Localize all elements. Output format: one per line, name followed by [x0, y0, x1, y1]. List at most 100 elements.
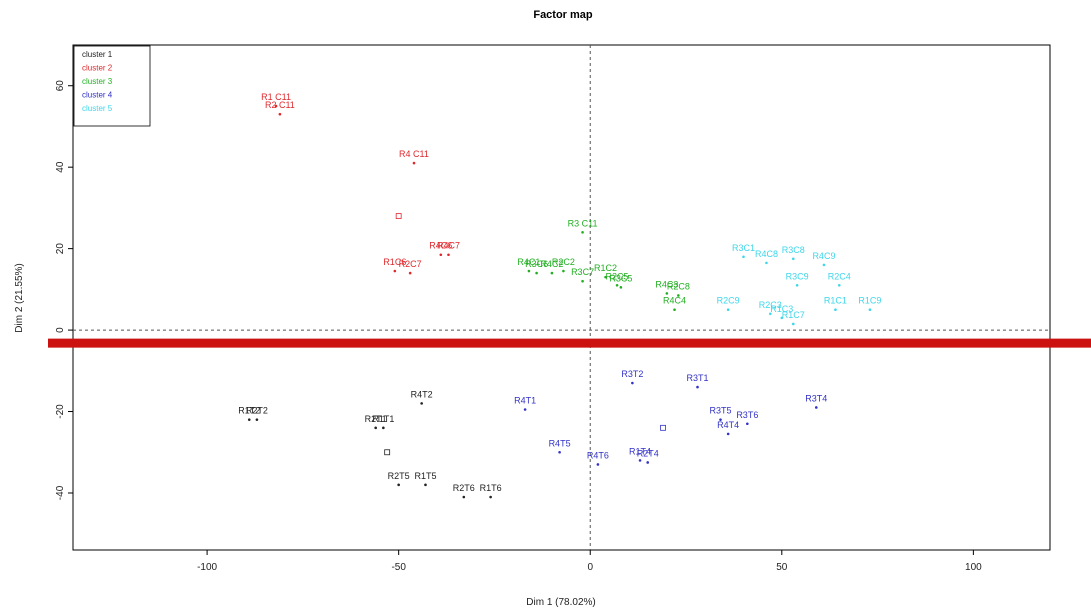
point-label-r2c5: R2C5: [606, 271, 629, 281]
point-label-r4t4: R4T4: [717, 420, 739, 430]
point-label-r1t1: R1T1: [372, 414, 394, 424]
point-r4c4: [673, 308, 676, 312]
point-r1c6: [393, 269, 397, 273]
point-r3c5: [619, 286, 623, 289]
legend-entry-cluster-2: cluster 2: [82, 64, 113, 73]
centroid-cluster-4: [660, 424, 666, 431]
point-r2t5: [397, 483, 400, 487]
legend-entry-cluster-3: cluster 3: [82, 77, 113, 86]
reference-lines-group: [73, 45, 1050, 550]
x-tick-label: 100: [965, 562, 982, 573]
point-label-r4c2: R4C2: [540, 259, 563, 269]
point-r3-c11: [581, 231, 584, 234]
point-label-r3t6: R3T6: [736, 410, 758, 420]
point-r2c3: [769, 312, 772, 316]
point-label-r2c2: R2C2: [552, 257, 575, 267]
centroid-cluster-2: [395, 213, 402, 219]
chart-title: Factor map: [533, 9, 593, 21]
point-label-r1c3: R1C3: [770, 304, 793, 314]
point-r1c2: [604, 275, 607, 279]
point-label-r4t6: R4T6: [587, 450, 609, 460]
point-r2t1: [374, 426, 377, 430]
point-r4c9: [822, 263, 826, 267]
point-r1t6: [489, 495, 492, 499]
axis-ticks-group: -100 -50 0 50 100 -40 -20 0 20 40 60: [55, 80, 982, 573]
point-r3c8: [791, 257, 795, 261]
y-tick-label: 0: [55, 327, 66, 333]
point-r4t4: [726, 432, 730, 436]
point-r2t6: [462, 495, 466, 499]
point-r1c7: [791, 322, 795, 326]
point-label-r1c2: R1C2: [594, 263, 617, 273]
point-r4t1: [523, 408, 527, 411]
point-r1t4: [638, 459, 642, 462]
data-points-group: [247, 104, 872, 499]
point-label-r3-c11: R3 C11: [568, 218, 598, 228]
point-label-r2t2: R2T2: [246, 406, 268, 416]
legend-entry-cluster-1: cluster 1: [82, 50, 113, 59]
point-label-r1t4: R1T4: [629, 446, 651, 456]
point-label-r2c4: R2C4: [828, 271, 851, 281]
point-r3c9: [795, 283, 799, 287]
point-label-r3t5: R3T5: [709, 406, 731, 416]
point-label-r1c1: R1C1: [824, 296, 847, 306]
point-label-r2c8: R2C8: [667, 281, 690, 291]
point-r2c2: [562, 269, 565, 273]
y-tick-label: 20: [55, 243, 66, 255]
point-r3c6: [535, 271, 538, 275]
point-label-r2t1: R2T1: [365, 414, 387, 424]
x-tick-label: 50: [776, 562, 788, 573]
x-tick-label: 0: [587, 562, 593, 573]
point-r1c9: [868, 308, 872, 312]
point-label-r3c6: R3C6: [525, 259, 548, 269]
point-label-r4c8: R4C8: [755, 249, 778, 259]
plot-frame: [72, 44, 1051, 551]
point-label-r1c9: R1C9: [858, 296, 881, 306]
point-r1t5: [424, 483, 427, 487]
point-label-r2t5: R2T5: [388, 471, 410, 481]
point-r2c7: [408, 271, 412, 275]
point-r4t5: [558, 450, 561, 454]
point-label-r2c9: R2C9: [717, 296, 740, 306]
point-label-r2-c11: R2 C11: [265, 100, 295, 110]
point-label-r1c6: R1C6: [383, 257, 406, 267]
point-r4c8: [765, 261, 768, 265]
y-axis-title: Dim 2 (21.55%): [14, 263, 25, 332]
point-r2c8: [677, 294, 680, 297]
point-r4c6: [439, 253, 443, 257]
point-r2t2: [255, 418, 259, 421]
y-tick-label: 40: [55, 161, 66, 173]
centroid-cluster-1: [384, 449, 391, 456]
y-tick-label: 60: [55, 80, 66, 92]
point-label-r1c7: R1C7: [782, 310, 805, 320]
point-label-r4t1: R4T1: [514, 395, 536, 405]
point-r1c1: [834, 308, 837, 312]
point-r1c3: [780, 316, 784, 320]
point-r3t1: [696, 385, 699, 389]
point-label-r1t6: R1T6: [480, 483, 502, 493]
point-label-r3c8: R3C8: [782, 245, 805, 255]
point-label-r4-c11: R4 C11: [399, 149, 429, 159]
point-label-r3t4: R3T4: [805, 393, 827, 403]
point-r4c3: [665, 292, 669, 295]
point-r2c4: [837, 283, 841, 287]
point-label-r3c7: R3C7: [571, 267, 594, 277]
point-r3c7: [581, 279, 584, 283]
point-r2c9: [726, 308, 730, 312]
legend: cluster 1 cluster 2 cluster 3 cluster 4 clus…: [73, 45, 151, 127]
y-tick-label: -40: [55, 485, 66, 500]
point-r2c5: [615, 283, 619, 287]
point-r4c2: [550, 271, 554, 275]
point-r3t4: [814, 406, 818, 409]
point-label-r2t6: R2T6: [453, 483, 475, 493]
point-r4t6: [596, 463, 600, 466]
point-label-r4c4: R4C4: [663, 296, 686, 306]
point-label-r3t1: R3T1: [687, 373, 709, 383]
point-label-r3c9: R3C9: [786, 271, 809, 281]
point-label-r2c3: R2C3: [759, 300, 782, 310]
point-r1t1: [382, 426, 385, 430]
point-r2-c11: [278, 112, 282, 116]
point-label-r1t5: R1T5: [414, 471, 436, 481]
